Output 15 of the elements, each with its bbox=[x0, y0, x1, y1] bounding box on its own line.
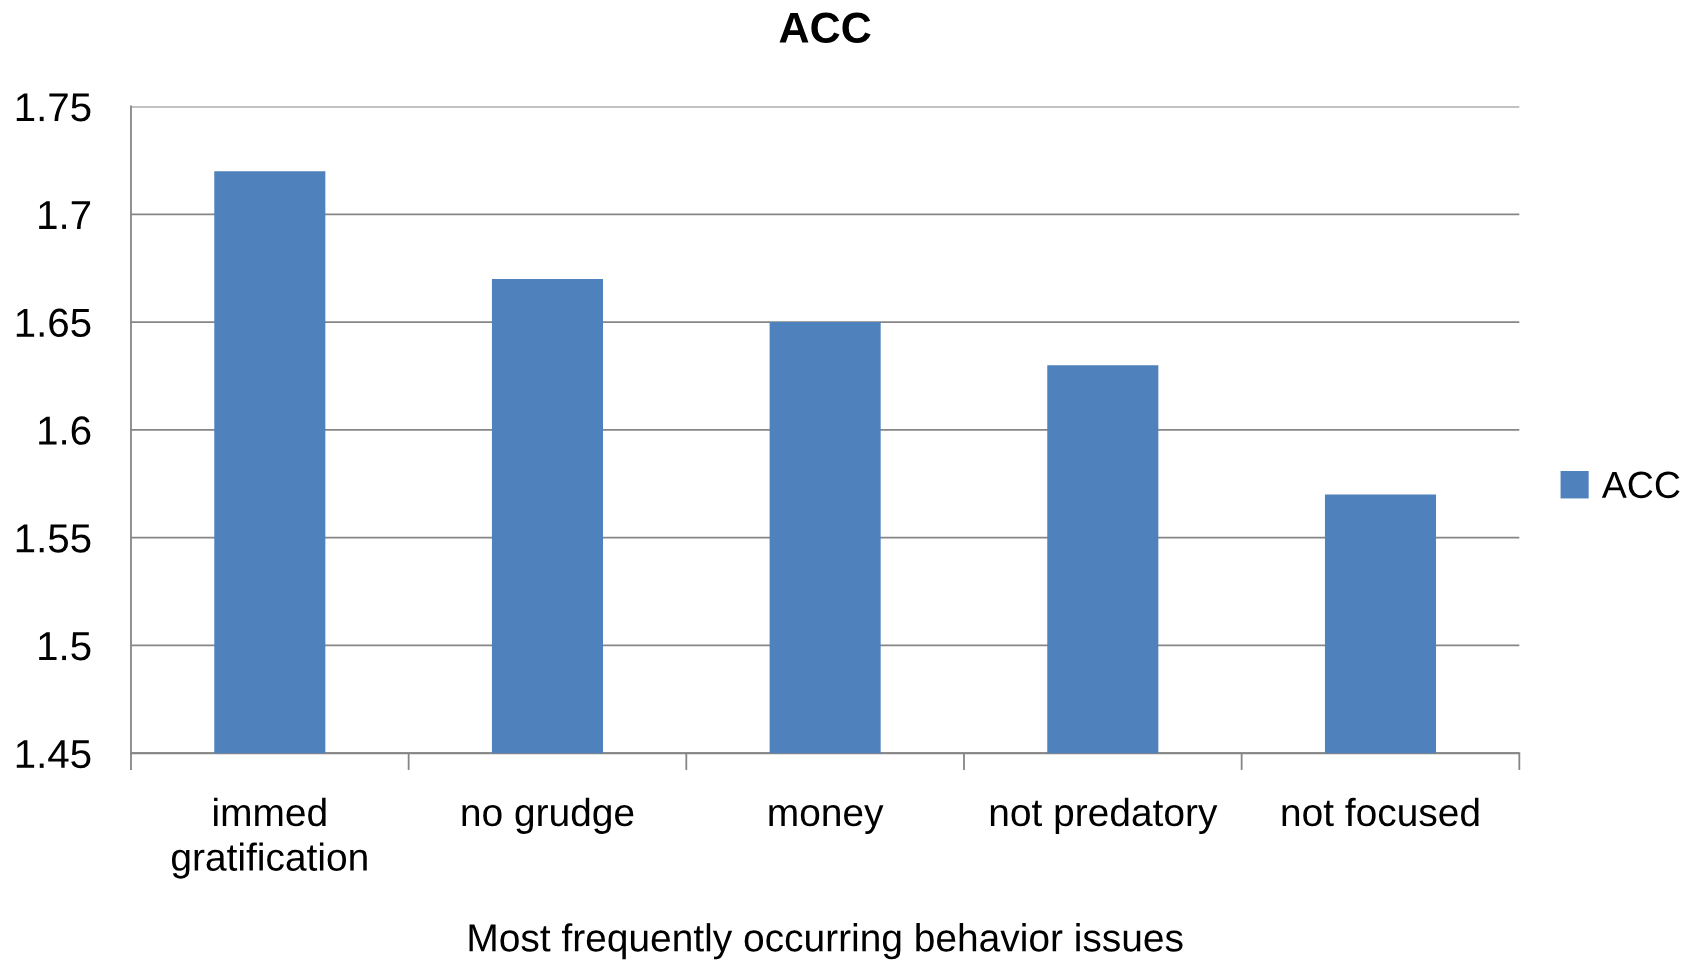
x-tick-label: money bbox=[769, 804, 884, 834]
x-tick-label: immed gratification bbox=[172, 797, 367, 879]
y-tick-label: 1.5 bbox=[39, 632, 91, 661]
y-tick-label: 1.6 bbox=[39, 416, 91, 445]
x-tick-label: not focused bbox=[1282, 797, 1479, 827]
x-tick-label: no grudge bbox=[462, 797, 634, 834]
x-axis-title: Most frequently occurring behavior issues bbox=[469, 923, 1183, 960]
x-tick-label: not predatory bbox=[990, 797, 1218, 834]
y-tick-label: 1.65 bbox=[16, 308, 91, 338]
legend-label: ACC bbox=[1601, 471, 1680, 499]
y-tick-label: 1.7 bbox=[39, 201, 91, 229]
y-tick-label: 1.75 bbox=[16, 93, 91, 122]
y-tick-label: 1.45 bbox=[16, 740, 91, 769]
y-tick-label: 1.55 bbox=[16, 524, 91, 553]
chart-title: ACC bbox=[779, 12, 871, 44]
